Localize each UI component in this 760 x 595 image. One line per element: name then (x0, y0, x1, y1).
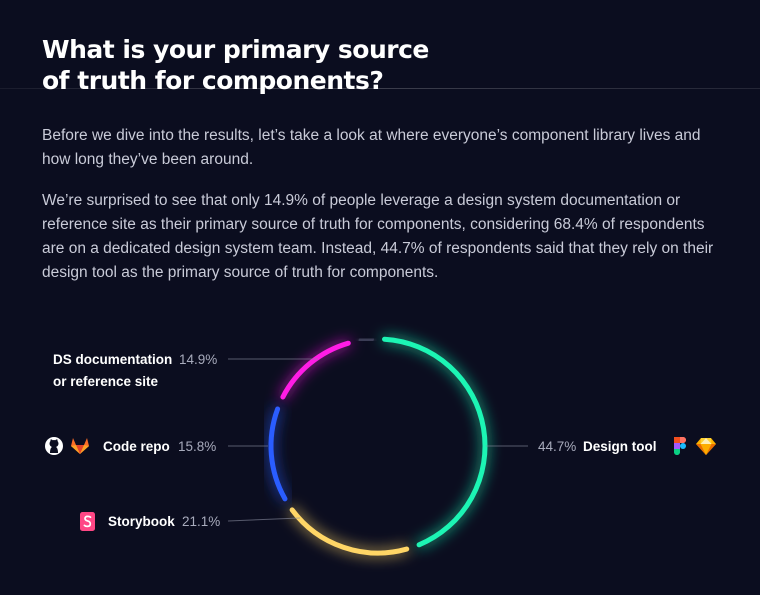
donut-arcs (268, 336, 488, 556)
donut-slice-storybook (289, 507, 410, 556)
figma-icon (674, 437, 686, 455)
findings-paragraph: We’re surprised to see that only 14.9% o… (42, 192, 714, 281)
slice-value-storybook: 21.1% (182, 514, 220, 529)
slice-label-storybook: Storybook (108, 514, 175, 529)
slice-label-design-tool: Design tool (583, 439, 657, 454)
gitlab-icon (71, 438, 89, 454)
slice-value-ds-docs: 14.9% (179, 352, 217, 367)
page-title: What is your primary source of truth for… (42, 34, 429, 96)
title-line-2: of truth for components? (42, 66, 384, 95)
leader-lines (227, 358, 528, 522)
intro-paragraph: Before we dive into the results, let’s t… (42, 127, 701, 168)
title-line-1: What is your primary source (42, 35, 429, 64)
donut-slice-code-repo (268, 406, 288, 502)
donut-slice-ds-docs (280, 340, 351, 400)
slice-value-code-repo: 15.8% (178, 439, 216, 454)
title-divider (0, 88, 760, 89)
donut-slice-other (358, 336, 374, 343)
leader-line-storybook (227, 517, 301, 522)
slice-label-ds-docs-line-1: DS documentation (53, 352, 172, 367)
donut-slice-design-tool (382, 336, 488, 548)
slice-value-design-tool: 44.7% (538, 439, 576, 454)
github-icon (45, 437, 63, 455)
slice-label-code-repo: Code repo (103, 439, 170, 454)
sketch-icon (696, 438, 716, 455)
storybook-icon (80, 512, 95, 531)
slice-label-ds-docs-line-2: or reference site (53, 374, 159, 389)
